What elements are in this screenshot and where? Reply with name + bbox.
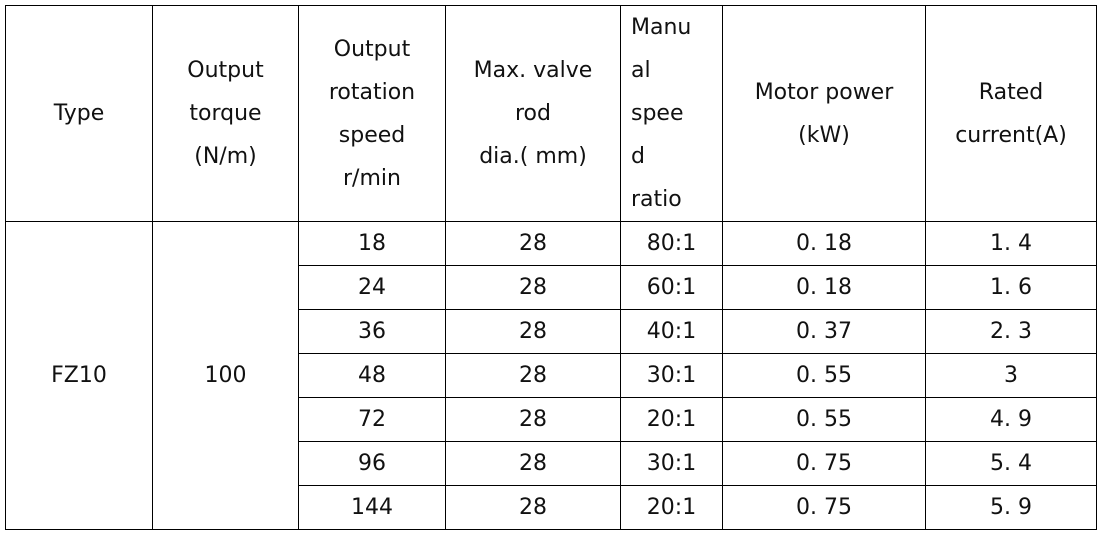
header-cell: Max. valve rod dia.( mm): [445, 5, 621, 222]
data-cell: 72: [298, 397, 446, 442]
data-cell: 20:1: [620, 397, 723, 442]
header-cell: Motor power (kW): [722, 5, 926, 222]
header-text: torque: [189, 101, 262, 126]
data-cell: 5. 9: [925, 485, 1097, 530]
data-cell: 1. 4: [925, 221, 1097, 266]
header-cell: Manu al spee d ratio: [620, 5, 723, 222]
data-cell: 30:1: [620, 441, 723, 486]
data-cell: 36: [298, 309, 446, 354]
data-cell: 0. 18: [722, 221, 926, 266]
header-text: r/min: [343, 165, 401, 191]
data-cell: 40:1: [620, 309, 723, 354]
data-row: 144 28 20:1 0. 75 5. 9: [6, 485, 1097, 530]
data-row: 48 28 30:1 0. 55 3: [6, 353, 1097, 398]
header-cell: Output rotation speed r/min: [298, 5, 446, 222]
header-text: current(A): [955, 122, 1067, 148]
data-cell: 2. 3: [925, 309, 1097, 354]
data-cell: 28: [445, 353, 621, 398]
data-cell: 28: [445, 309, 621, 354]
header-text: Max. valve: [473, 58, 593, 83]
header-cell: Type: [5, 5, 153, 222]
header-cell: Output torque (N/m): [152, 5, 299, 222]
data-cell: 0. 37: [722, 309, 926, 354]
header-text: rod: [515, 101, 551, 126]
data-cell: 18: [298, 221, 446, 266]
data-cell: 30:1: [620, 353, 723, 398]
header-text: al: [631, 58, 651, 83]
header-text: dia.( mm): [479, 144, 587, 169]
header-text: (N/m): [194, 144, 257, 169]
data-row: 96 28 30:1 0. 75 5. 4: [6, 441, 1097, 486]
data-cell: 0. 75: [722, 441, 926, 486]
data-cell: 144: [298, 485, 446, 530]
data-cell: 1. 6: [925, 265, 1097, 310]
torque-cell: 100: [152, 221, 299, 530]
data-cell: 24: [298, 265, 446, 310]
header-text: ratio: [631, 187, 682, 212]
type-cell: FZ10: [5, 221, 153, 530]
header-text: Output: [333, 36, 411, 62]
data-cell: 80:1: [620, 221, 723, 266]
header-row: Type Output torque (N/m) Output rotation speed…: [5, 5, 1097, 222]
data-row: FZ10 100 18 28 80:1 0. 18 1. 4: [5, 221, 1097, 530]
data-row: 72 28 20:1 0. 55 4. 9: [6, 397, 1097, 442]
data-cell: 28: [445, 265, 621, 310]
data-cell: 28: [445, 397, 621, 442]
data-cell: 0. 55: [722, 397, 926, 442]
data-cell: 0. 55: [722, 353, 926, 398]
data-cell: 28: [445, 441, 621, 486]
data-cell: 0. 18: [722, 265, 926, 310]
header-text: (kW): [798, 122, 850, 148]
header-text: Type: [53, 101, 105, 126]
data-cell: 20:1: [620, 485, 723, 530]
data-cell: 0. 75: [722, 485, 926, 530]
header-text: Motor power: [754, 79, 894, 105]
header-text: rotation: [328, 79, 416, 105]
header-text: Manu: [631, 15, 692, 40]
data-cell: 5. 4: [925, 441, 1097, 486]
header-text: spee: [631, 101, 684, 126]
header-text: speed: [338, 122, 406, 148]
header-text: d: [631, 144, 645, 169]
spec-table: Type Output torque (N/m) Output rotation speed…: [5, 5, 1097, 530]
data-cell: 48: [298, 353, 446, 398]
header-text: Rated: [978, 79, 1044, 105]
data-cell: 28: [445, 221, 621, 266]
data-cell: 3: [925, 353, 1097, 398]
data-cell: 4. 9: [925, 397, 1097, 442]
data-cell: 28: [445, 485, 621, 530]
data-row: 36 28 40:1 0. 37 2. 3: [6, 309, 1097, 354]
table-body: FZ10 100 18 28 80:1 0. 18 1. 4 24 28 60:1 0. 18 1. …: [5, 221, 1097, 530]
header-text: Output: [187, 58, 264, 83]
header-cell: Rated current(A): [925, 5, 1097, 222]
data-cell: 60:1: [620, 265, 723, 310]
data-cell: 96: [298, 441, 446, 486]
